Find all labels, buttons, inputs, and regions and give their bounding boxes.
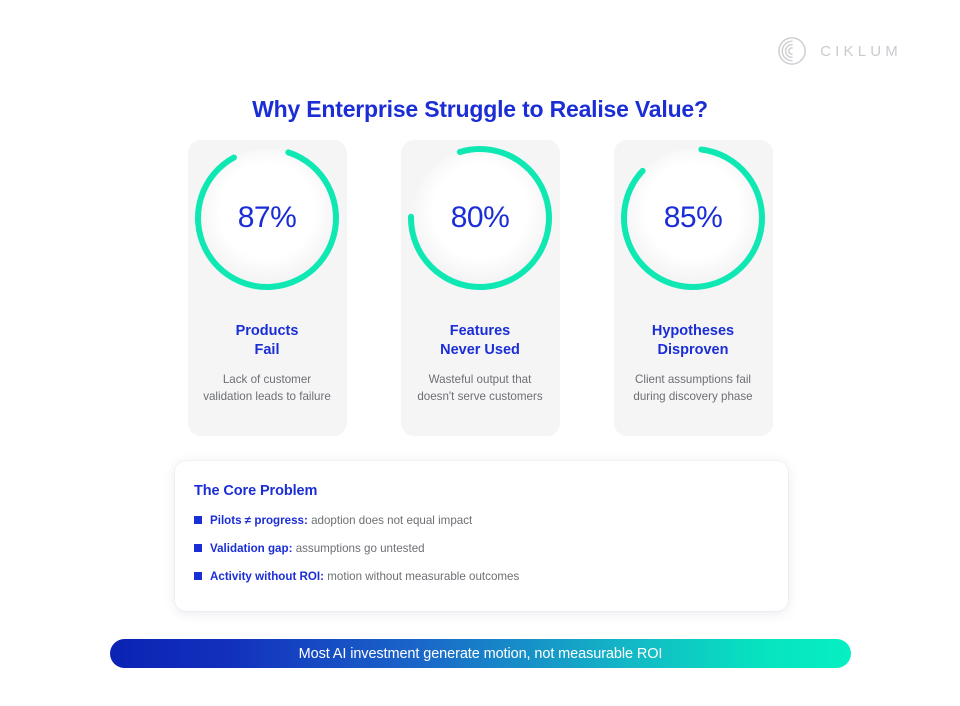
donut-chart-80: 80% (402, 140, 558, 296)
donut-ring-icon (195, 146, 339, 290)
stat-card-title: Products Fail (236, 322, 299, 360)
stat-title-line1: Features (449, 323, 511, 339)
core-problem-title: The Core Problem (194, 483, 318, 499)
stat-value: 85% (663, 201, 723, 234)
list-item-rest: motion without measurable outcomes (327, 569, 520, 583)
list-item: Validation gap: assumptions go untested (194, 542, 766, 556)
list-item: Activity without ROI: motion without mea… (194, 570, 766, 584)
stat-card-features-never-used: 80% Features Never Used Wasteful output … (400, 140, 560, 436)
list-item-rest: adoption does not equal impact (311, 514, 473, 527)
stat-title-line1: Hypotheses (651, 323, 735, 339)
stat-card-description: Wasteful output that doesn't serve custo… (417, 373, 543, 404)
stat-value: 87% (237, 201, 297, 234)
summary-banner-text: Most AI investment generate motion, not … (298, 645, 663, 662)
core-problem-panel: The Core Problem Pilots ≠ progress: adop… (175, 461, 788, 611)
stat-title-line2: Never Used (440, 342, 520, 359)
list-item-text: Activity without ROI: motion without mea… (210, 570, 519, 584)
list-item-lead: Pilots ≠ progress: (210, 514, 308, 527)
list-item-lead: Validation gap: (210, 541, 293, 555)
stat-card-products-fail: 87% Products Fail Lack of customer valid… (187, 140, 347, 436)
stat-card-title: Features Never Used (440, 322, 520, 360)
list-item-rest: assumptions go untested (295, 541, 425, 555)
stat-title-line1: Products (235, 323, 299, 339)
summary-banner: Most AI investment generate motion, not … (110, 639, 851, 668)
donut-ring-icon (408, 145, 552, 290)
list-item-text: Validation gap: assumptions go untested (210, 542, 425, 556)
stat-value: 80% (450, 201, 510, 234)
square-bullet-icon (194, 543, 202, 552)
donut-chart-85: 85% (615, 140, 771, 296)
stat-card-group: 87% Products Fail Lack of customer valid… (0, 140, 960, 436)
square-bullet-icon (194, 571, 202, 580)
stat-card-title: Hypotheses Disproven (652, 322, 734, 360)
ciklum-concentric-c-icon (778, 37, 806, 65)
core-problem-list: Pilots ≠ progress: adoption does not equ… (194, 514, 766, 584)
stat-card-description: Lack of customer validation leads to fai… (203, 373, 331, 404)
stat-card-hypotheses-disproven: 85% Hypotheses Disproven Client assumpti… (613, 140, 773, 436)
donut-ring-icon (621, 146, 765, 290)
brand-name: CIKLUM (820, 42, 902, 60)
square-bullet-icon (194, 516, 202, 524)
list-item: Pilots ≠ progress: adoption does not equ… (194, 514, 766, 528)
stat-title-line2: Fail (254, 342, 280, 359)
stat-card-description: Client assumptions fail during discovery… (633, 373, 753, 404)
list-item-lead: Activity without ROI: (210, 569, 325, 583)
brand-logo: CIKLUM (777, 36, 902, 66)
stat-title-line2: Disproven (657, 342, 729, 359)
list-item-text: Pilots ≠ progress: adoption does not equ… (210, 514, 472, 528)
page-title: Why Enterprise Struggle to Realise Value… (252, 96, 708, 122)
donut-chart-87: 87% (189, 140, 345, 296)
